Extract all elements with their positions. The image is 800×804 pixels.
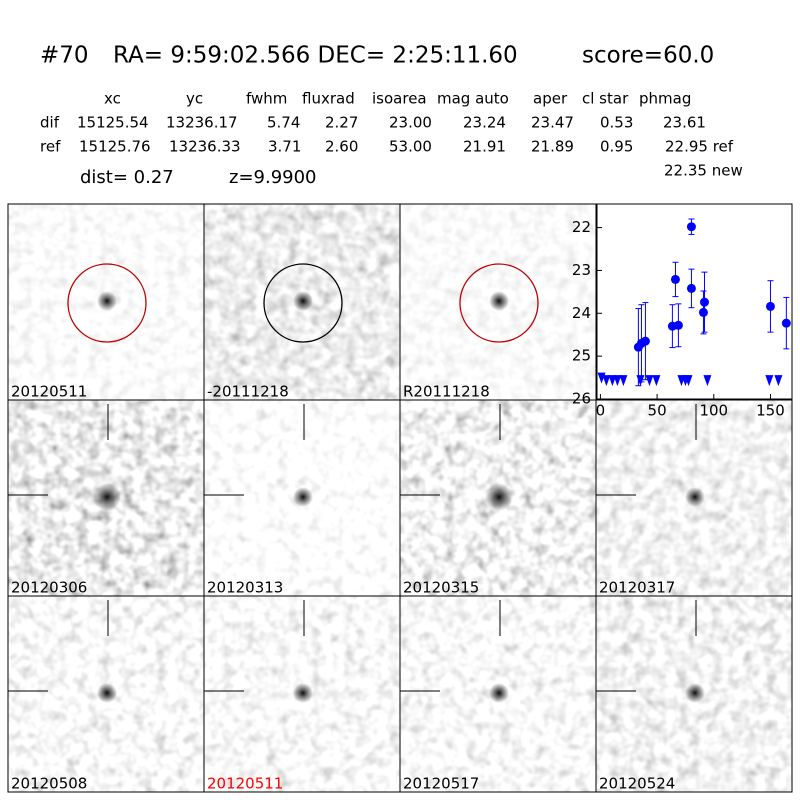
- table-cell: 2.27: [325, 114, 358, 132]
- aperture: [263, 263, 343, 343]
- source: [489, 683, 509, 703]
- table-cell: 23.61: [663, 114, 706, 132]
- source: [489, 291, 509, 311]
- panel-label: 20120511: [11, 383, 87, 401]
- column-header: isoarea: [372, 90, 427, 108]
- table-cell: 13236.17: [166, 114, 238, 132]
- table-cell: 15125.54: [77, 114, 149, 132]
- column-header: yc: [186, 90, 203, 108]
- upper-limit: [613, 375, 622, 387]
- data-point: [698, 307, 708, 317]
- source: [97, 683, 117, 703]
- table-cell: 13236.33: [169, 138, 241, 156]
- column-header: fwhm: [246, 90, 287, 108]
- upper-limit: [774, 375, 783, 387]
- aperture: [459, 263, 539, 343]
- data-point: [765, 301, 775, 311]
- source: [293, 487, 313, 507]
- upper-limit: [636, 375, 645, 387]
- upper-limit: [652, 375, 661, 387]
- y-tick-label: 26: [572, 390, 591, 408]
- source: [485, 483, 513, 511]
- panel-label: 20120508: [11, 775, 87, 793]
- x-tick-label: 50: [648, 402, 667, 420]
- source: [685, 683, 705, 703]
- data-point: [686, 222, 696, 232]
- candidate-id: #70: [40, 43, 89, 69]
- column-header: phmag: [639, 90, 691, 108]
- new-mag: 22.35 new: [664, 162, 743, 180]
- upper-limit: [765, 375, 774, 387]
- table-cell: 23.47: [531, 114, 574, 132]
- panel-label: 20120306: [11, 579, 87, 597]
- panel-border: [595, 595, 793, 793]
- panel-label: 20120317: [599, 579, 675, 597]
- table-cell: 0.95: [600, 138, 633, 156]
- x-tick-label: 150: [756, 402, 785, 420]
- column-header: cl star: [582, 90, 629, 108]
- source: [685, 487, 705, 507]
- aperture: [67, 263, 147, 343]
- data-point: [633, 342, 643, 352]
- y-tick-label: 25: [572, 347, 591, 365]
- panel-label: R20111218: [403, 383, 490, 401]
- data-point: [686, 283, 696, 293]
- upper-limit: [645, 375, 654, 387]
- column-header: xc: [104, 90, 121, 108]
- panels: 20120511 -20111218 R20111218 20120306 201203…: [7, 203, 793, 793]
- table-cell: 15125.76: [79, 138, 151, 156]
- row-label: ref: [40, 138, 61, 156]
- x-tick-label: 0: [596, 402, 606, 420]
- data-point: [781, 318, 791, 328]
- table-cell: 23.24: [463, 114, 506, 132]
- column-header: fluxrad: [302, 90, 355, 108]
- panel-label: 20120511: [207, 775, 283, 793]
- upper-limit: [619, 375, 628, 387]
- table-cell: 21.89: [531, 138, 574, 156]
- x-tick-label: 100: [699, 402, 728, 420]
- table-cell: 3.71: [268, 138, 301, 156]
- source: [97, 291, 117, 311]
- light-curve: 22 23 24 25 26 0 50 100 150: [572, 203, 793, 420]
- redshift: z=9.9900: [229, 167, 317, 188]
- table-cell: 22.95 ref: [665, 138, 734, 156]
- upper-limit: [703, 375, 712, 387]
- table-cell: 23.00: [389, 114, 432, 132]
- column-header: mag auto: [437, 90, 509, 108]
- table-cell: 2.60: [325, 138, 358, 156]
- table-cell: 53.00: [389, 138, 432, 156]
- source: [293, 683, 313, 703]
- data-point: [667, 321, 677, 331]
- y-tick-label: 22: [572, 218, 591, 236]
- data-point: [670, 274, 680, 284]
- panel-label: -20111218: [207, 383, 289, 401]
- panel-label: 20120315: [403, 579, 479, 597]
- table-cell: 0.53: [600, 114, 633, 132]
- upper-limit: [684, 375, 693, 387]
- upper-limit: [602, 375, 611, 387]
- row-label: dif: [40, 114, 60, 132]
- score: score=60.0: [582, 43, 714, 69]
- column-header: aper: [533, 90, 568, 108]
- panel-label: 20120517: [403, 775, 479, 793]
- y-tick-label: 24: [572, 304, 591, 322]
- plot-area: [596, 203, 793, 400]
- table-cell: 21.91: [463, 138, 506, 156]
- coordinates: RA= 9:59:02.566 DEC= 2:25:11.60: [113, 43, 518, 69]
- panel-label: 20120313: [207, 579, 283, 597]
- table-cell: 5.74: [267, 114, 300, 132]
- data-point: [699, 297, 709, 307]
- panel-label: 20120524: [599, 775, 675, 793]
- y-tick-label: 23: [572, 261, 591, 279]
- source: [93, 483, 121, 511]
- dist: dist= 0.27: [80, 167, 174, 188]
- source: [293, 291, 313, 311]
